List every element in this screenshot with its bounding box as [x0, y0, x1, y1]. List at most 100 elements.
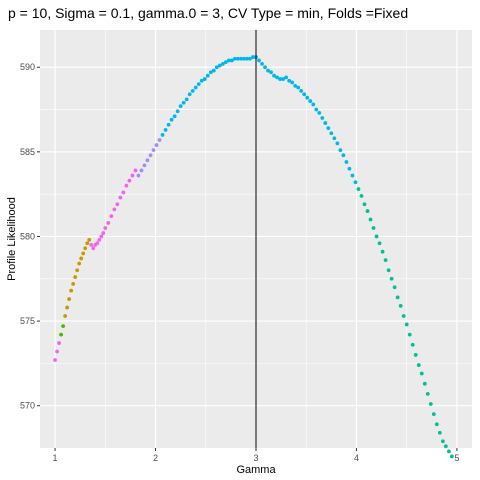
x-axis-title: Gamma: [236, 464, 276, 476]
y-tick-label: 575: [20, 316, 35, 326]
data-point: [59, 332, 63, 337]
data-point: [115, 202, 120, 207]
data-point: [314, 107, 319, 112]
data-point: [287, 78, 292, 83]
data-point: [121, 190, 126, 195]
data-points: [53, 55, 454, 459]
data-point: [229, 58, 234, 63]
data-point: [344, 160, 349, 164]
data-point: [67, 297, 72, 301]
data-point: [431, 412, 436, 417]
data-point: [362, 202, 367, 207]
data-point: [311, 102, 316, 107]
data-point: [99, 234, 104, 239]
data-point: [103, 226, 108, 230]
x-tick-label: 2: [153, 453, 158, 463]
data-point: [248, 56, 252, 61]
data-point: [302, 92, 307, 97]
data-point: [242, 56, 246, 61]
data-point: [139, 168, 144, 173]
x-axis: 1 2 3 4 5: [53, 448, 459, 463]
data-point: [181, 100, 186, 105]
data-point: [380, 249, 385, 254]
data-point: [404, 322, 409, 327]
data-point: [437, 430, 442, 435]
data-point: [269, 70, 273, 75]
y-tick-label: 585: [20, 147, 35, 157]
data-point: [69, 288, 74, 293]
data-point: [95, 241, 100, 246]
data-point: [278, 77, 283, 81]
data-point: [75, 268, 80, 273]
data-point: [353, 180, 358, 185]
data-point: [308, 99, 313, 103]
data-point: [184, 97, 189, 102]
data-point: [299, 89, 304, 93]
data-point: [392, 285, 397, 290]
data-point: [389, 276, 394, 281]
data-point: [65, 305, 70, 310]
data-point: [323, 121, 328, 125]
data-point: [178, 104, 183, 109]
data-point: [332, 136, 337, 141]
data-point: [187, 92, 192, 97]
data-point: [317, 111, 322, 115]
data-point: [205, 73, 210, 78]
data-point: [217, 63, 222, 68]
data-point: [347, 166, 352, 171]
data-point: [290, 80, 295, 85]
data-point: [89, 243, 94, 247]
x-tick-label: 5: [454, 453, 459, 463]
data-point: [169, 117, 174, 122]
data-point: [142, 163, 147, 168]
data-point: [428, 402, 433, 406]
data-point: [275, 75, 279, 80]
data-point: [305, 95, 310, 100]
data-point: [359, 193, 364, 198]
data-point: [320, 116, 325, 120]
data-point: [202, 77, 207, 81]
data-point: [284, 75, 289, 80]
data-point: [106, 221, 111, 225]
data-point: [85, 241, 90, 246]
y-tick-label: 580: [20, 231, 35, 241]
data-point: [160, 133, 165, 137]
data-point: [326, 126, 331, 131]
data-point: [440, 439, 445, 444]
data-point: [251, 55, 255, 59]
data-point: [61, 324, 66, 329]
data-point: [386, 268, 391, 273]
data-point: [214, 65, 219, 70]
data-point: [443, 444, 448, 449]
data-point: [266, 68, 270, 73]
x-tick-label: 4: [354, 453, 359, 463]
data-point: [157, 138, 162, 142]
data-point: [374, 234, 379, 239]
data-point: [407, 332, 412, 337]
data-point: [263, 65, 267, 70]
data-point: [73, 275, 78, 279]
data-point: [148, 153, 153, 158]
data-point: [193, 85, 198, 90]
data-point: [118, 195, 123, 200]
data-point: [419, 371, 424, 376]
data-point: [127, 178, 132, 183]
data-point: [233, 56, 237, 61]
data-point: [329, 131, 334, 136]
data-point: [236, 56, 240, 61]
data-point: [398, 303, 403, 308]
data-point: [434, 422, 439, 427]
data-point: [296, 85, 301, 90]
data-point: [154, 143, 159, 147]
data-point: [133, 168, 138, 173]
data-point: [239, 56, 243, 61]
data-point: [71, 281, 76, 286]
data-point: [124, 183, 129, 188]
y-tick-label: 590: [20, 62, 35, 72]
data-point: [383, 258, 388, 263]
data-point: [245, 56, 249, 61]
data-point: [223, 60, 228, 65]
data-point: [395, 295, 400, 300]
data-point: [341, 153, 346, 158]
